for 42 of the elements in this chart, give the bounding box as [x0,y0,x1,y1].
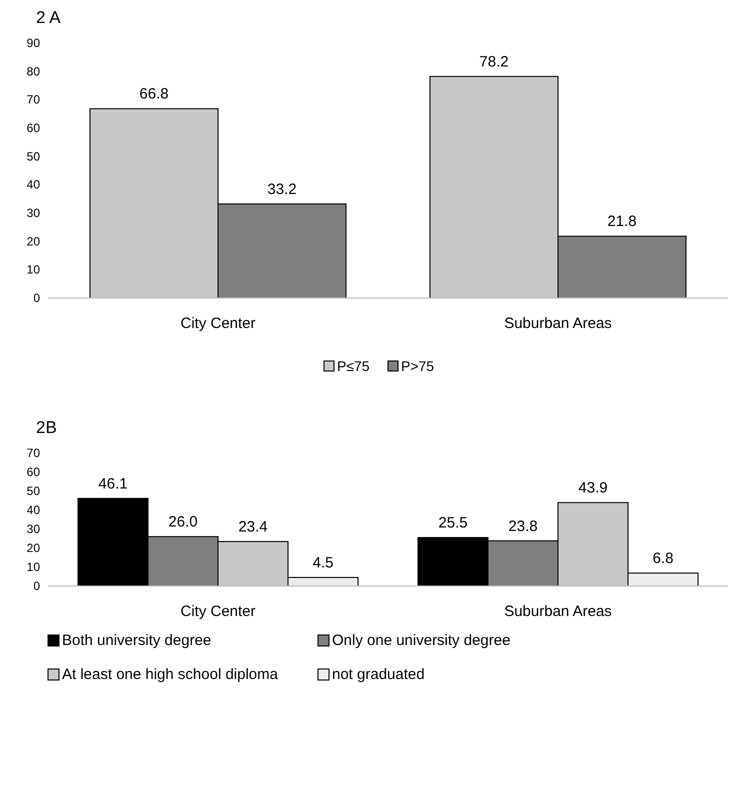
y-tick-label: 90 [26,36,40,50]
y-tick-label: 80 [26,64,40,78]
data-label: 23.4 [238,518,268,536]
data-label: 25.5 [438,514,468,532]
data-label: 21.8 [607,213,637,230]
data-label: 6.8 [652,550,674,568]
y-tick-label: 40 [26,503,40,517]
data-label: 26.0 [168,514,198,531]
y-tick-label: 30 [26,206,40,220]
data-label: 4.5 [312,554,334,572]
y-tick-label: 10 [26,560,40,574]
data-label: 78.2 [479,53,509,70]
legend-label: Only one university degree [332,632,510,649]
legend-label: P>75 [401,358,434,374]
y-tick-label: 50 [26,149,40,164]
y-tick-label: 20 [26,541,40,555]
x-tick-label: City Center [180,603,256,620]
legend-label: not graduated [332,666,425,683]
data-label: 33.2 [267,180,297,198]
legend-label: P≤75 [337,358,370,374]
x-tick-label: Suburban Areas [504,603,612,620]
y-tick-label: 30 [26,522,40,536]
y-tick-label: 20 [26,234,40,248]
legend-label: At least one high school diploma [62,666,279,683]
y-tick-label: 70 [26,92,40,107]
y-tick-label: 60 [26,121,40,135]
data-label: 23.8 [508,518,538,535]
legend-label: Both university degree [62,632,212,649]
data-label: 46.1 [98,475,128,492]
y-tick-label: 60 [26,465,40,479]
x-tick-label: Suburban Areas [504,315,612,332]
y-tick-label: 40 [26,178,40,192]
y-tick-label: 0 [33,291,40,305]
data-label: 66.8 [139,86,169,103]
chart-title: 2B [36,418,57,437]
data-label: 43.9 [578,480,608,497]
y-tick-label: 50 [26,484,40,498]
y-tick-label: 70 [26,446,40,460]
y-tick-label: 0 [33,579,40,593]
x-tick-label: City Center [180,315,256,332]
y-tick-label: 10 [26,262,40,277]
chart-title: 2 A [36,8,62,27]
